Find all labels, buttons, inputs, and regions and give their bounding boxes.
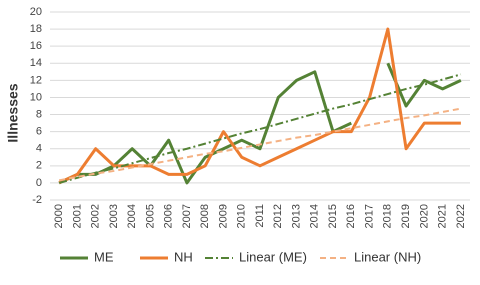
x-tick-label: 2006 — [163, 204, 175, 228]
x-tick-label: 2004 — [126, 204, 138, 228]
y-axis-label: Illnesses — [5, 83, 21, 142]
x-tick-label: 2002 — [90, 204, 102, 228]
legend-label: Linear (NH) — [354, 249, 421, 264]
x-tick-label: 2010 — [236, 204, 248, 228]
x-tick-label: 2009 — [217, 204, 229, 228]
series-line — [58, 73, 462, 184]
x-tick-label: 2020 — [418, 204, 430, 228]
y-tick-label: 12 — [30, 74, 42, 86]
y-tick-label: 14 — [30, 57, 42, 69]
series-line — [58, 107, 462, 182]
y-tick-label: 8 — [36, 108, 42, 120]
x-tick-label: 2001 — [71, 204, 83, 228]
x-tick-label: 2005 — [144, 204, 156, 228]
x-tick-label: 2017 — [363, 204, 375, 228]
y-tick-label: 0 — [36, 177, 42, 189]
y-tick-label: 16 — [30, 40, 42, 52]
y-tick-label: 10 — [30, 91, 42, 103]
x-tick-label: 2007 — [181, 204, 193, 228]
x-tick-label: 2003 — [108, 204, 120, 228]
y-tick-label: 4 — [36, 143, 42, 155]
x-tick-label: 2018 — [382, 204, 394, 228]
x-tick-label: 2021 — [437, 204, 449, 228]
y-tick-label: 6 — [36, 126, 42, 138]
y-tick-label: 18 — [30, 23, 42, 35]
series-line — [58, 70, 352, 185]
y-tick-label: 2 — [36, 160, 42, 172]
x-tick-label: 2014 — [309, 204, 321, 228]
x-tick-label: 2015 — [327, 204, 339, 228]
x-tick-label: 2011 — [254, 204, 266, 228]
x-tick-label: 2022 — [455, 204, 467, 228]
series-line — [386, 62, 462, 108]
x-tick-label: 2013 — [290, 204, 302, 228]
legend-label: Linear (ME) — [239, 249, 307, 264]
y-tick-label: 20 — [30, 6, 42, 18]
x-tick-label: 2012 — [272, 204, 284, 228]
x-tick-label: 2019 — [400, 204, 412, 228]
x-tick-label: 2016 — [345, 204, 357, 228]
y-tick-label: -2 — [32, 194, 42, 206]
legend-label: ME — [94, 249, 114, 264]
x-tick-label: 2000 — [53, 204, 65, 228]
x-tick-label: 2008 — [199, 204, 211, 228]
legend-label: NH — [174, 249, 193, 264]
